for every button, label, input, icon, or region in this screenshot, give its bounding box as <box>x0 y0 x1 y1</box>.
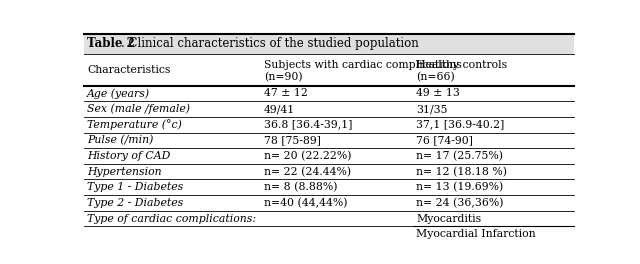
Text: Myocardial Infarction: Myocardial Infarction <box>416 229 536 239</box>
Bar <box>84 227 573 242</box>
Text: Type of cardiac complications:: Type of cardiac complications: <box>87 214 256 224</box>
Bar <box>84 34 573 54</box>
Text: n= 20 (22.22%): n= 20 (22.22%) <box>264 151 351 161</box>
Text: Sex (male /female): Sex (male /female) <box>87 104 190 114</box>
Text: Subjects with cardiac complications: Subjects with cardiac complications <box>264 60 462 70</box>
Text: n= 17 (25.75%): n= 17 (25.75%) <box>416 151 503 161</box>
Text: 31/35: 31/35 <box>416 104 448 114</box>
Text: Type 1 - Diabetes: Type 1 - Diabetes <box>87 182 183 192</box>
Text: Temperature (°c): Temperature (°c) <box>87 119 182 130</box>
Text: (n=90): (n=90) <box>264 72 303 82</box>
Text: Characteristics: Characteristics <box>87 65 170 75</box>
Text: n= 12 (18.18 %): n= 12 (18.18 %) <box>416 167 508 177</box>
Text: Healthy controls: Healthy controls <box>416 60 508 70</box>
Text: Type 2 - Diabetes: Type 2 - Diabetes <box>87 198 183 208</box>
Bar <box>84 180 573 195</box>
Bar <box>84 117 573 133</box>
Text: 37,1 [36.9-40.2]: 37,1 [36.9-40.2] <box>416 120 504 130</box>
Text: . Clinical characteristics of the studied population: . Clinical characteristics of the studie… <box>121 37 419 50</box>
Text: n=40 (44,44%): n=40 (44,44%) <box>264 198 348 208</box>
Text: n= 22 (24.44%): n= 22 (24.44%) <box>264 167 351 177</box>
Text: n= 13 (19.69%): n= 13 (19.69%) <box>416 182 504 192</box>
Text: 36.8 [36.4-39,1]: 36.8 [36.4-39,1] <box>264 120 353 130</box>
Text: Pulse (/min): Pulse (/min) <box>87 135 154 145</box>
Text: 49/41: 49/41 <box>264 104 295 114</box>
Text: (n=66): (n=66) <box>416 72 455 82</box>
Bar <box>84 101 573 117</box>
Bar <box>84 195 573 211</box>
Text: Age (years): Age (years) <box>87 88 150 99</box>
Text: 76 [74-90]: 76 [74-90] <box>416 135 473 145</box>
Text: 78 [75-89]: 78 [75-89] <box>264 135 321 145</box>
Text: n= 8 (8.88%): n= 8 (8.88%) <box>264 182 337 192</box>
Bar <box>84 164 573 180</box>
Bar <box>84 133 573 148</box>
Text: Table 2: Table 2 <box>87 37 135 50</box>
Text: Myocarditis: Myocarditis <box>416 214 481 224</box>
Bar <box>84 211 573 227</box>
Bar <box>84 54 573 86</box>
Bar <box>84 86 573 101</box>
Text: n= 24 (36,36%): n= 24 (36,36%) <box>416 198 504 208</box>
Text: 49 ± 13: 49 ± 13 <box>416 88 460 98</box>
Text: History of CAD: History of CAD <box>87 151 170 161</box>
Text: 47 ± 12: 47 ± 12 <box>264 88 308 98</box>
Text: Hypertension: Hypertension <box>87 167 161 177</box>
Bar <box>84 148 573 164</box>
